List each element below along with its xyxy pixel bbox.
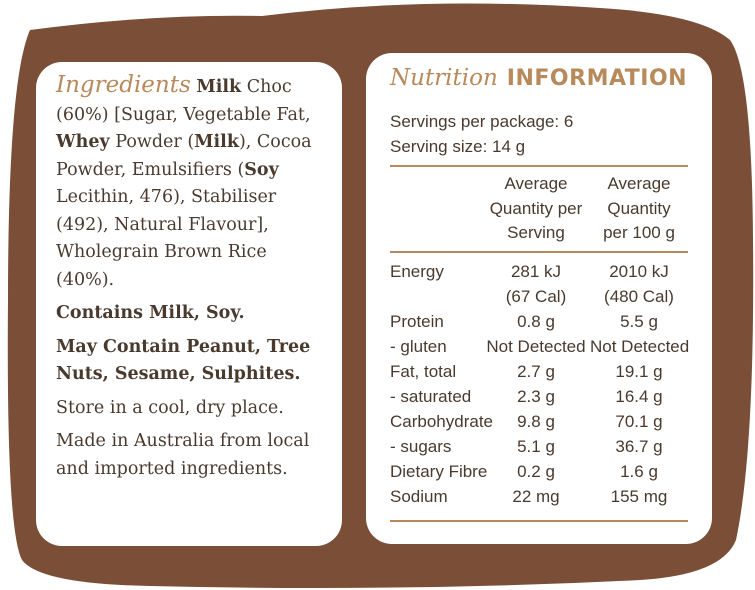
- nutrient-name: Sodium: [390, 487, 448, 506]
- value-per-serving: 22 mg: [512, 487, 560, 506]
- ingredients-text: Choc (60%) [Sugar, Vegetable Fat,: [56, 77, 311, 125]
- may-contain-statement: May Contain Peanut, Tree Nuts, Sesame, S…: [56, 336, 311, 385]
- nutrition-table: Average Quantity per Serving Average Qua…: [390, 167, 690, 509]
- allergen-milk: Milk: [194, 132, 239, 152]
- header-text: Serving: [507, 223, 565, 243]
- nutrient-name: Dietary Fibre: [390, 462, 488, 481]
- nutrient-name: - saturated: [390, 387, 472, 406]
- nutrient-name: [390, 284, 482, 309]
- value-per-serving: 281 kJ: [510, 262, 562, 281]
- value-per-100g: 155 mg: [610, 487, 668, 506]
- ingredients-panel: Ingredients Milk Choc (60%) [Sugar, Vege…: [36, 62, 342, 546]
- nutrition-title-script: Nutrition: [390, 65, 498, 91]
- divider: [390, 251, 688, 253]
- nutrition-title-caps: INFORMATION: [506, 66, 688, 91]
- allergen-soy: Soy: [244, 159, 279, 180]
- value-per-100g: Not Detected: [590, 337, 690, 356]
- table-row: (67 Cal) (480 Cal): [390, 284, 688, 309]
- table-row: Carbohydrate 9.8 g 70.1 g: [390, 409, 688, 434]
- header-text: Quantity: [607, 198, 671, 218]
- divider: [390, 165, 688, 167]
- nutrition-panel: Nutrition INFORMATION Servings per packa…: [366, 53, 712, 544]
- header-blank: [390, 167, 482, 251]
- ingredients-text: ), Cocoa Powder, Emulsifiers (: [56, 132, 312, 180]
- nutrient-name: Fat, total: [390, 362, 457, 381]
- ingredients-text: Lecithin, 476), Stabiliser (492), Natura…: [56, 187, 277, 290]
- header-per-serving: Average Quantity per Serving: [482, 167, 590, 251]
- value-per-serving: (67 Cal): [505, 287, 567, 306]
- ingredients-title: Ingredients: [56, 72, 191, 98]
- value-per-100g: 16.4 g: [615, 387, 663, 406]
- header-text: Quantity per: [489, 198, 583, 218]
- header-text: Average: [504, 174, 568, 194]
- value-per-serving: 2.7 g: [517, 362, 555, 381]
- value-per-100g: 36.7 g: [615, 437, 663, 456]
- table-row: Dietary Fibre 0.2 g 1.6 g: [390, 459, 688, 484]
- value-per-100g: 2010 kJ: [609, 262, 669, 281]
- table-row: - gluten Not Detected Not Detected: [390, 334, 690, 359]
- storage-instructions: Store in a cool, dry place.: [56, 397, 284, 418]
- nutrient-name: - sugars: [390, 437, 452, 456]
- value-per-serving: Not Detected: [486, 337, 586, 356]
- ingredients-text: Powder (: [109, 132, 195, 152]
- header-text: per 100 g: [603, 223, 675, 243]
- table-header: Average Quantity per Serving Average Qua…: [390, 167, 688, 251]
- value-per-100g: 70.1 g: [615, 412, 663, 431]
- value-per-serving: 9.8 g: [517, 412, 555, 431]
- value-per-serving: 2.3 g: [517, 387, 555, 406]
- table-row: - saturated 2.3 g 16.4 g: [390, 384, 688, 409]
- allergen-milk: Milk: [196, 77, 242, 97]
- value-per-serving: 0.2 g: [517, 462, 555, 481]
- ingredients-list: Ingredients Milk Choc (60%) [Sugar, Vege…: [56, 72, 328, 294]
- nutrient-name: - gluten: [390, 337, 447, 356]
- value-per-serving: 0.8 g: [517, 312, 555, 331]
- header-text: Average: [607, 174, 671, 194]
- header-per-100g: Average Quantity per 100 g: [590, 167, 688, 251]
- serving-size: Serving size: 14 g: [390, 137, 526, 156]
- value-per-100g: 1.6 g: [620, 462, 658, 481]
- table-row: Fat, total 2.7 g 19.1 g: [390, 359, 688, 384]
- servings-per-package: Servings per package: 6: [390, 112, 574, 131]
- contains-statement: Contains Milk, Soy.: [56, 303, 245, 323]
- allergen-whey: Whey: [56, 132, 110, 152]
- table-row: Energy 281 kJ 2010 kJ: [390, 259, 688, 284]
- country-of-origin: Made in Australia from local and importe…: [56, 431, 310, 479]
- value-per-serving: 5.1 g: [517, 437, 555, 456]
- nutrient-name: Energy: [390, 262, 444, 281]
- nutrient-name: Protein: [390, 312, 444, 331]
- nutrition-title: Nutrition INFORMATION: [390, 65, 688, 109]
- value-per-100g: 5.5 g: [620, 312, 658, 331]
- table-row: Sodium 22 mg 155 mg: [390, 484, 688, 509]
- value-per-100g: (480 Cal): [604, 287, 674, 306]
- divider: [390, 520, 688, 522]
- value-per-100g: 19.1 g: [615, 362, 663, 381]
- table-row: Protein 0.8 g 5.5 g: [390, 309, 688, 334]
- table-row: - sugars 5.1 g 36.7 g: [390, 434, 688, 459]
- nutrient-name: Carbohydrate: [390, 412, 494, 431]
